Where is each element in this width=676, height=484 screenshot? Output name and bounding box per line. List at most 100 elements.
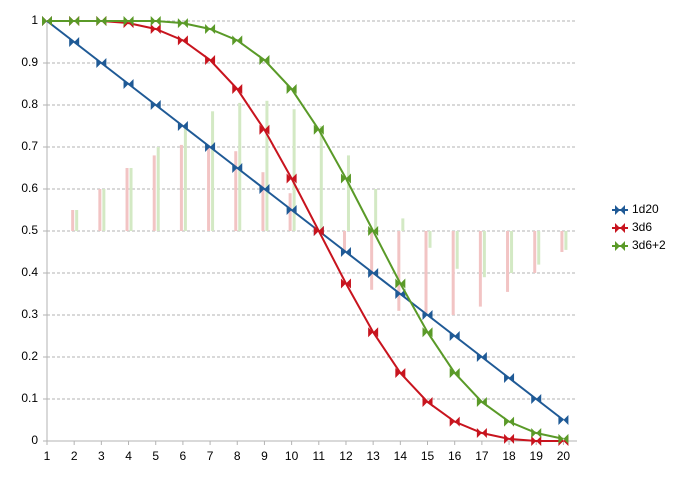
x-tick-label: 11 [313,449,326,463]
x-tick-label: 8 [234,449,241,463]
bar [537,231,541,265]
x-tick-label: 10 [285,449,299,463]
marker [476,396,487,407]
marker [177,35,188,46]
bar [455,231,459,269]
bar [397,231,401,311]
y-tick-label: 0.9 [21,55,38,69]
y-tick-label: 1 [31,13,38,27]
marker [150,16,161,26]
bar [451,231,455,315]
x-tick-label: 1 [44,449,51,463]
bar [506,231,510,292]
marker [422,327,433,338]
marker [558,415,569,425]
legend-label: 3d6 [632,220,652,234]
marker [531,428,542,439]
y-tick-label: 0.4 [21,265,38,279]
bar [234,151,238,231]
marker [69,37,80,47]
x-tick-label: 19 [530,449,544,463]
bar [265,100,269,231]
marker [368,327,379,338]
bar [564,231,568,250]
bar [125,168,129,231]
marker [395,289,406,299]
bar [401,218,405,231]
bar [292,109,296,231]
x-tick-label: 17 [475,449,489,463]
legend-label: 3d6+2 [632,238,666,252]
marker [476,352,487,362]
bar [510,231,514,273]
y-tick-label: 0 [31,433,38,447]
marker [177,18,188,29]
bar [370,231,374,290]
bar [75,210,79,231]
marker [531,436,542,446]
y-tick-label: 0.6 [21,181,38,195]
y-tick-label: 0.3 [21,307,38,321]
marker [205,23,216,34]
bar [207,147,211,231]
marker [177,121,188,131]
x-tick-label: 15 [421,449,435,463]
bar [102,189,106,231]
marker [123,16,134,26]
y-tick-label: 0.8 [21,97,38,111]
x-tick-label: 3 [98,449,105,463]
bar [319,126,323,231]
x-tick-label: 2 [71,449,78,463]
marker [313,226,324,236]
y-tick-label: 0.2 [21,349,38,363]
marker [205,142,216,152]
x-tick-label: 14 [394,449,408,463]
legend-label: 1d20 [632,202,659,216]
bar [288,193,292,231]
marker [504,373,515,383]
marker [232,84,243,95]
marker [150,100,161,110]
x-tick-label: 6 [180,449,187,463]
bar [428,231,432,248]
marker [259,55,270,66]
marker [558,433,569,444]
marker [286,205,297,215]
marker [286,173,297,184]
bar [156,147,160,231]
bar [183,126,187,231]
marker [232,163,243,173]
marker [504,433,515,444]
marker [123,79,134,89]
bar [560,231,564,252]
marker [232,35,243,46]
legend-marker [615,241,625,251]
bar [533,231,537,273]
marker [259,184,270,194]
marker [531,394,542,404]
marker [286,84,297,95]
x-tick-label: 20 [557,449,571,463]
bar [346,155,350,231]
y-tick-label: 0.7 [21,139,38,153]
x-tick-label: 18 [502,449,516,463]
x-tick-label: 5 [152,449,159,463]
marker [395,278,406,289]
x-tick-label: 13 [366,449,380,463]
legend-marker [615,223,625,233]
x-tick-label: 9 [261,449,268,463]
marker [340,278,351,289]
x-tick-label: 16 [448,449,462,463]
x-tick-label: 7 [207,449,214,463]
y-tick-label: 0.1 [21,391,38,405]
bar [424,231,428,315]
bar [152,155,156,231]
marker [42,16,52,26]
legend-marker [615,205,625,215]
marker [422,310,433,320]
marker [259,124,270,135]
marker [476,428,487,439]
bar [98,189,102,231]
marker [340,173,351,184]
